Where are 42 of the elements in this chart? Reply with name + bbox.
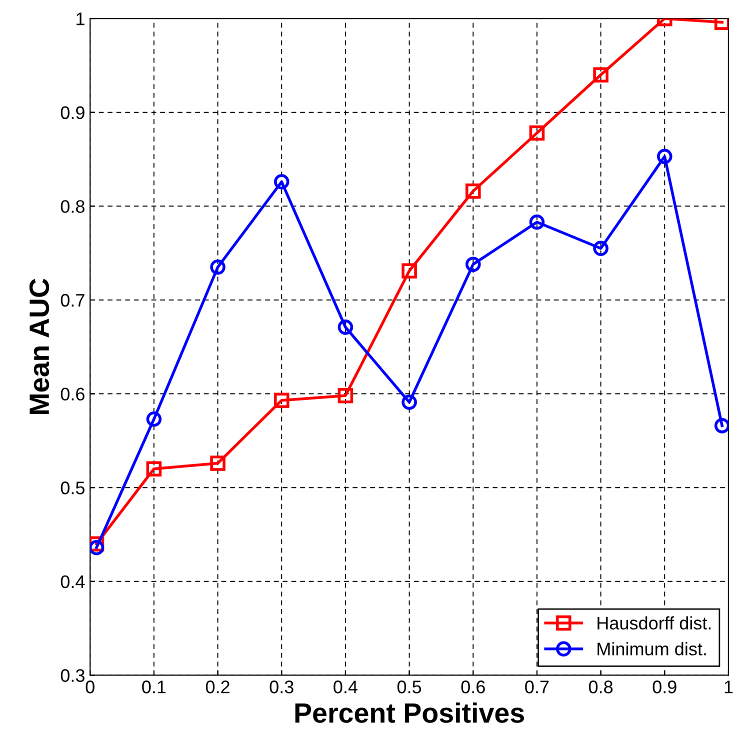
y-tick-label: 0.9	[60, 106, 84, 120]
y-axis-title: Mean AUC	[29, 278, 50, 414]
x-tick-label: 0.3	[270, 680, 294, 694]
point	[338, 320, 354, 335]
y-tick-label: 0.3	[60, 669, 84, 682]
point	[714, 418, 728, 434]
point	[146, 461, 162, 476]
x-axis-title: Percent Positives	[295, 702, 524, 723]
y-tick-label: 0.8	[60, 200, 84, 213]
point	[146, 411, 162, 427]
point	[274, 174, 290, 190]
y-tick-label: 0.4	[60, 575, 85, 588]
y-tick-label: 0.6	[60, 388, 84, 401]
y-tick-label: 0.5	[60, 482, 85, 494]
x-tick-label: 0.1	[142, 680, 166, 694]
x-tick-label: 0.5	[397, 680, 422, 694]
point	[465, 256, 481, 272]
y-tick-label: 1	[76, 12, 84, 26]
y-tick-label: 0.7	[60, 294, 84, 307]
legend-label: Hausdorff dist.	[598, 616, 711, 630]
point	[90, 540, 104, 556]
point	[529, 125, 545, 141]
x-tick-label: 0.7	[525, 680, 549, 694]
point	[210, 456, 226, 471]
x-tick-label: 0.8	[588, 680, 613, 694]
point	[402, 394, 417, 410]
legend-label: Minimum dist.	[598, 642, 706, 656]
point	[274, 392, 290, 408]
x-tick-label: 0.9	[652, 680, 676, 694]
x-tick-label: 0.6	[461, 680, 485, 694]
point	[656, 148, 672, 164]
point	[210, 260, 226, 275]
x-tick-label: 0	[86, 680, 94, 694]
point	[593, 240, 608, 256]
point	[593, 67, 608, 82]
point	[402, 263, 417, 279]
x-tick-label: 0.4	[334, 680, 358, 694]
point	[338, 388, 354, 404]
x-tick-label: 1	[724, 680, 733, 694]
point	[529, 214, 545, 230]
x-tick-label: 0.2	[206, 680, 230, 694]
point	[465, 184, 481, 199]
